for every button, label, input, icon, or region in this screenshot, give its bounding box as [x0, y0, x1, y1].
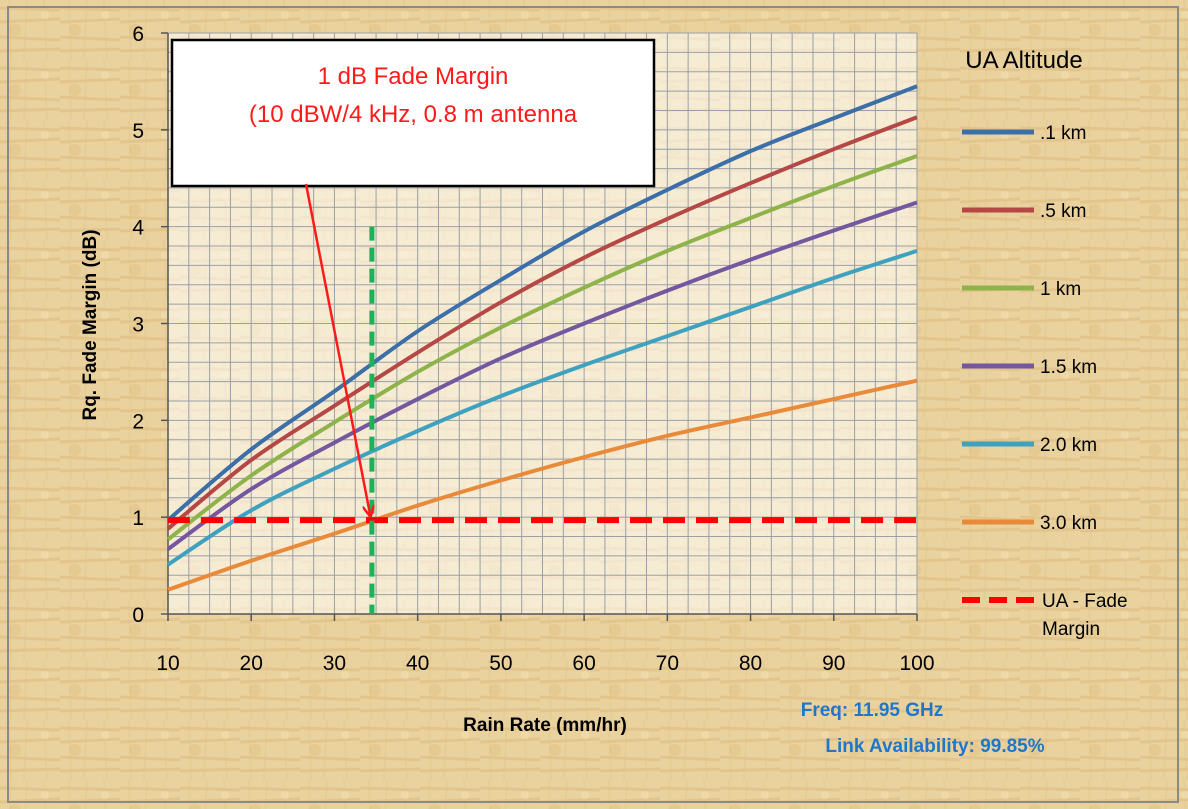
legend: .1 km .5 km 1 km 1.5 km 2.0 km 3.0 km UA - Fad…: [962, 123, 1128, 640]
legend-label: UA - Fade Margin: [1042, 591, 1128, 640]
x-tick-label: 20: [240, 652, 263, 675]
legend-label: 1.5 km: [1040, 357, 1097, 378]
annotation-box: 1 dB Fade Margin (10 dBW/4 kHz, 0.8 m an…: [170, 38, 656, 188]
x-tick-label: 60: [572, 652, 595, 675]
legend-label: 3.0 km: [1040, 513, 1097, 534]
legend-label: .1 km: [1040, 123, 1086, 144]
x-axis-label: Rain Rate (mm/hr): [463, 715, 627, 736]
availability-note: Link Availability: 99.85%: [825, 736, 1044, 757]
legend-label: 2.0 km: [1040, 435, 1097, 456]
frequency-note: Freq: 11.95 GHz: [801, 700, 944, 721]
series-line-2-0-km: [166, 248, 918, 567]
y-axis-ticks: 0 1 2 3 4 5 6: [132, 23, 168, 627]
y-tick-label: 5: [132, 120, 144, 143]
y-axis-label: Rq. Fade Margin (dB): [80, 229, 101, 420]
chart-border: [7, 6, 1179, 803]
x-tick-label: 90: [822, 652, 845, 675]
annotation-arrow: [304, 183, 370, 515]
x-tick-label: 70: [656, 652, 679, 675]
y-tick-label: 0: [132, 604, 144, 627]
y-tick-label: 3: [132, 314, 144, 337]
x-axis-ticks: 10 20 30 40 50 60 70 80 90 100: [156, 614, 935, 675]
annotation-line-1: 1 dB Fade Margin: [318, 63, 509, 90]
x-tick-label: 100: [899, 652, 934, 675]
series-line-1-5-km: [166, 200, 918, 551]
series-line-1-km: [166, 84, 918, 522]
legend-label: .5 km: [1040, 201, 1086, 222]
x-tick-label: 40: [406, 652, 429, 675]
series-lines: [166, 84, 918, 592]
y-tick-label: 1: [132, 507, 144, 530]
legend-title: UA Altitude: [965, 47, 1082, 74]
legend-label: 1 km: [1040, 279, 1081, 300]
x-tick-label: 10: [156, 652, 179, 675]
x-tick-label: 30: [323, 652, 346, 675]
series-line-3-0-km: [167, 378, 918, 592]
y-tick-label: 2: [132, 410, 144, 433]
annotation-line-2: (10 dBW/4 kHz, 0.8 m antenna: [249, 101, 578, 128]
x-tick-label: 80: [739, 652, 762, 675]
series-line-1-km: [166, 154, 918, 542]
y-tick-label: 4: [132, 217, 144, 240]
y-tick-label: 6: [132, 23, 144, 46]
x-tick-label: 50: [489, 652, 512, 675]
series-line-5-km: [166, 115, 918, 531]
